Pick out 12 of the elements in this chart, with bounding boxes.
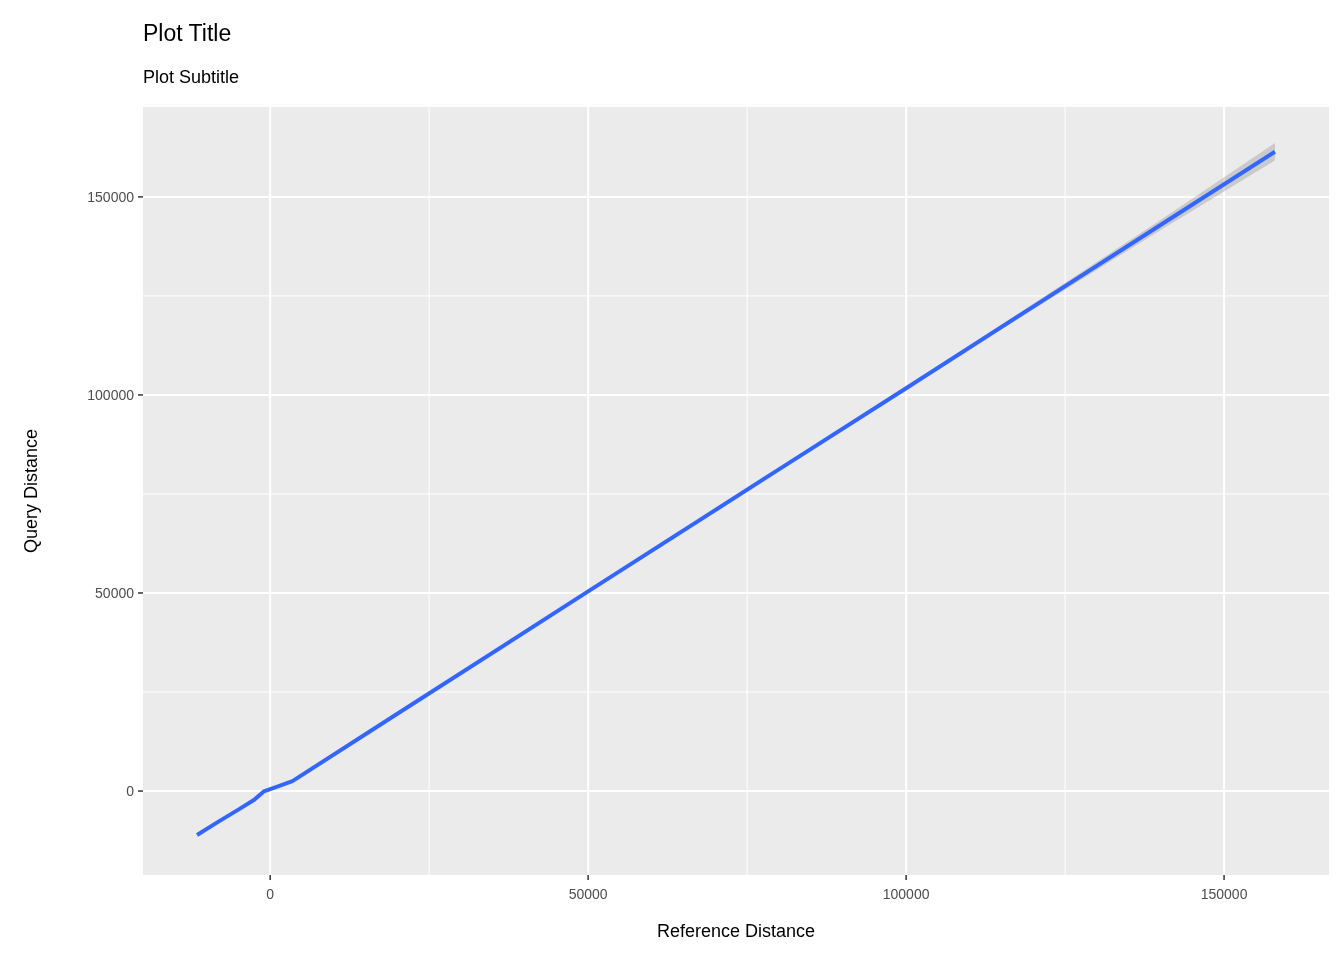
- y-axis-title: Query Distance: [21, 428, 41, 554]
- x-tick-label: 0: [266, 886, 275, 902]
- chart-subtitle: Plot Subtitle: [143, 67, 240, 87]
- y-tick-label: 50000: [95, 584, 135, 601]
- x-axis-title: Reference Distance: [656, 921, 816, 941]
- y-tick-label: 0: [126, 783, 135, 800]
- y-tick-label: 150000: [87, 188, 135, 205]
- x-tick-label: 50000: [568, 886, 608, 902]
- x-tick-label: 100000: [882, 886, 930, 902]
- chart-title: Plot Title: [143, 20, 232, 46]
- x-tick-label: 150000: [1200, 886, 1248, 902]
- y-tick-label: 100000: [87, 386, 135, 403]
